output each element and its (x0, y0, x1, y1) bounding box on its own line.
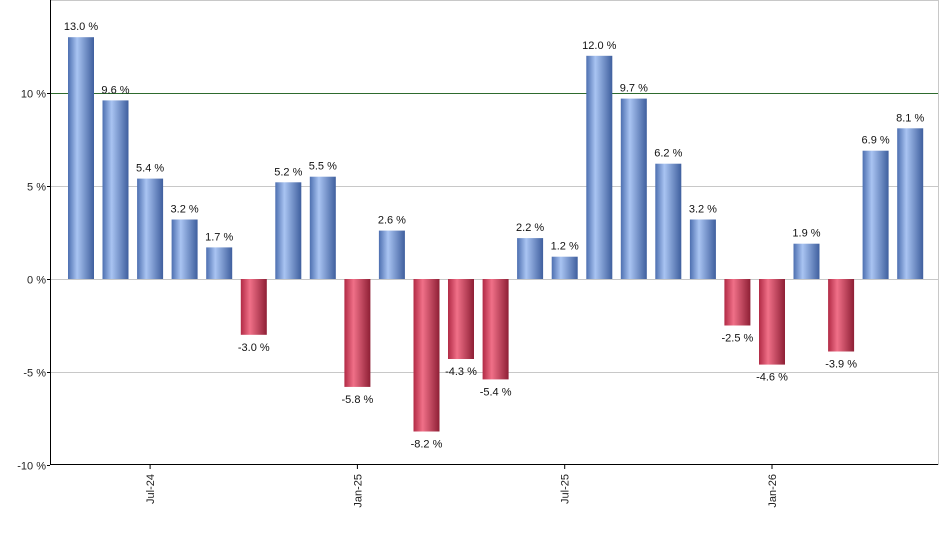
bar (620, 98, 647, 279)
y-tick-label: 5 % (27, 182, 46, 194)
bar-value-label: -5.4 % (480, 386, 512, 398)
bar-value-label: 5.2 % (274, 166, 302, 178)
bar (448, 279, 474, 359)
bar-value-label: 6.2 % (654, 148, 682, 160)
x-tick-label: Jan-25 (352, 474, 364, 508)
bar (759, 279, 785, 365)
bar (482, 279, 509, 380)
bar-value-label: 13.0 % (64, 21, 98, 33)
bar (793, 243, 820, 279)
bar-value-label: 2.2 % (516, 222, 544, 234)
bar (344, 279, 371, 387)
bar-value-label: 12.0 % (582, 40, 616, 52)
y-tick-label: -5 % (23, 368, 46, 380)
bar (655, 163, 682, 279)
bar (413, 279, 440, 432)
bar-value-label: 9.6 % (101, 84, 129, 96)
bar (897, 128, 924, 279)
bar (171, 219, 198, 279)
axes: -10 % -5 % 0 % 5 % 10 % Jul-24 Jan-25 Jul-25 Jan… (17, 0, 938, 508)
bar (724, 279, 751, 326)
bar (206, 247, 233, 279)
bar (102, 100, 129, 280)
bar-value-label: -2.5 % (722, 333, 754, 345)
x-tick-label: Jul-25 (560, 474, 572, 504)
bar-value-label: 9.7 % (620, 83, 648, 95)
bar (309, 176, 336, 279)
bar-value-label: 2.6 % (378, 215, 406, 227)
bar (240, 279, 267, 335)
bar (68, 37, 94, 280)
bar (689, 219, 716, 279)
bars (68, 37, 924, 432)
x-tick-label: Jan-26 (767, 474, 779, 508)
data-labels: 13.0 % 9.6 % 5.4 % 3.2 % 1.7 % -3.0 % 5.2 % 5.5… (64, 21, 925, 450)
bar-value-label: 3.2 % (689, 204, 717, 216)
bar-value-label: -8.2 % (411, 439, 443, 451)
bar (862, 150, 889, 279)
bar-value-label: -3.9 % (825, 359, 857, 371)
bar-value-label: -4.3 % (445, 366, 477, 378)
bar-value-label: 1.7 % (205, 231, 233, 243)
bar (378, 230, 405, 279)
bar-value-label: 1.2 % (551, 241, 579, 253)
bar-value-label: 3.2 % (171, 204, 199, 216)
bar (275, 182, 302, 279)
x-tick-label: Jul-24 (145, 474, 157, 504)
bar-value-label: -5.8 % (342, 394, 374, 406)
bar-value-label: 6.9 % (862, 135, 890, 147)
bar (586, 55, 613, 279)
bar-value-label: -4.6 % (756, 372, 788, 384)
bar-value-label: -3.0 % (238, 342, 270, 354)
bar (137, 178, 164, 279)
y-tick-label: -10 % (17, 461, 46, 473)
y-tick-label: 10 % (21, 89, 46, 101)
y-tick-label: 0 % (27, 275, 46, 287)
bar (517, 238, 544, 279)
bar (551, 256, 578, 279)
bar-value-label: 1.9 % (792, 228, 820, 240)
bar-value-label: 5.5 % (309, 161, 337, 173)
bar-value-label: 5.4 % (136, 163, 164, 175)
bar-value-label: 8.1 % (896, 112, 924, 124)
bar (828, 279, 855, 352)
